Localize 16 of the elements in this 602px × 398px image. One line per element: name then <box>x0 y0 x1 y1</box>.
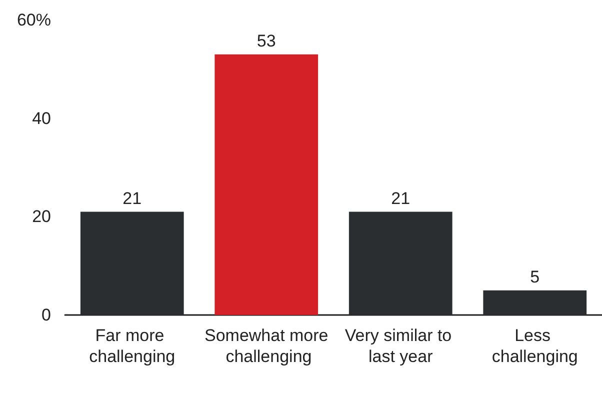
x-tick-label: Far more challenging <box>89 326 176 366</box>
bar <box>214 54 318 315</box>
x-tick-label: Somewhat more challenging <box>204 326 328 366</box>
data-label: 53 <box>256 31 276 50</box>
x-tick-label: Less challenging <box>492 326 578 366</box>
data-label: 5 <box>530 267 540 286</box>
x-tick-label: Very similar to last year <box>344 326 456 366</box>
data-label: 21 <box>391 188 410 208</box>
y-tick-label: 40 <box>32 108 51 128</box>
y-tick-label: 0 <box>42 306 51 324</box>
data-label: 21 <box>122 188 142 208</box>
y-tick-label: 60% <box>16 10 51 30</box>
bar <box>80 212 184 315</box>
y-tick-label: 20 <box>32 207 51 226</box>
bar <box>348 212 452 315</box>
bar <box>483 290 587 315</box>
